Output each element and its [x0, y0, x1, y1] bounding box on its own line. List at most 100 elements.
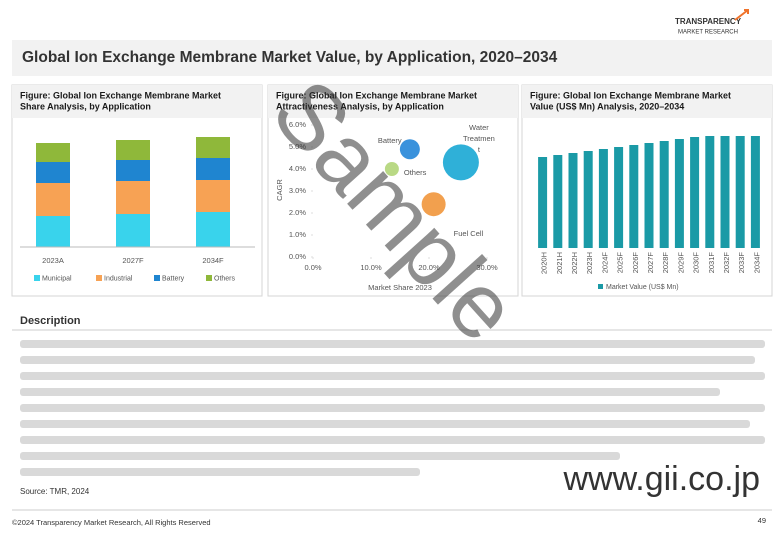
bar — [735, 136, 745, 248]
text-line — [20, 468, 420, 476]
y-tick-label: 4.0% — [289, 164, 306, 173]
bar — [720, 136, 730, 248]
bar — [568, 153, 578, 248]
bar-segment — [116, 181, 150, 214]
text-line — [20, 372, 765, 380]
source: Source: TMR, 2024 — [20, 487, 90, 496]
x-tick-label: 2027F — [122, 256, 144, 265]
x-tick-label: 2020H — [540, 252, 549, 274]
bar-segment — [36, 183, 70, 216]
bubble-label: Water Treatmen t — [463, 123, 495, 154]
description-heading: Description — [20, 315, 81, 327]
bar — [614, 147, 624, 248]
legend-label: Others — [214, 275, 236, 282]
bar-segment — [116, 160, 150, 181]
x-tick-label: 2023A — [42, 256, 64, 265]
y-tick-label: 5.0% — [289, 142, 306, 151]
bar-segment — [116, 214, 150, 247]
text-line — [20, 388, 720, 396]
bar — [705, 136, 715, 248]
charts: Figure: Global Ion Exchange Membrane Mar… — [20, 90, 761, 292]
bar-segment — [196, 212, 230, 247]
y-tick-label: 2.0% — [289, 208, 306, 217]
x-tick-label: 2025F — [616, 252, 625, 274]
y-tick-label: 0.0% — [289, 252, 306, 261]
page-title: Global Ion Exchange Membrane Market Valu… — [22, 49, 558, 66]
x-tick-label: 2021H — [555, 252, 564, 274]
x-axis-label: Market Share 2023 — [368, 283, 432, 292]
legend-label: Industrial — [104, 275, 133, 282]
bar-segment — [36, 216, 70, 247]
y-tick-label: 1.0% — [289, 230, 306, 239]
legend-swatch — [96, 275, 102, 281]
legend-swatch — [598, 284, 603, 289]
bar — [644, 143, 654, 248]
x-tick-label: 2028F — [661, 252, 670, 274]
x-tick-label: 30.0% — [476, 263, 498, 272]
x-tick-label: 2031F — [707, 252, 716, 274]
bar — [629, 145, 639, 248]
panel-header — [12, 85, 262, 118]
x-tick-label: 2023H — [585, 252, 594, 274]
bar — [750, 136, 760, 248]
chart-title: Figure: Global Ion Exchange Membrane Mar… — [530, 90, 731, 100]
text-line — [20, 356, 755, 364]
chart-title: Value (US$ Mn) Analysis, 2020–2034 — [530, 101, 684, 111]
logo-line: MARKET RESEARCH — [678, 30, 738, 36]
chart-title: Figure: Global Ion Exchange Membrane Mar… — [20, 90, 221, 100]
legend-label: Battery — [162, 275, 185, 282]
x-tick-label: 0.0% — [304, 263, 321, 272]
x-tick-label: 2027F — [646, 252, 655, 274]
bubble-label: Others — [404, 168, 427, 177]
text-line — [20, 452, 620, 460]
logo-arrow — [734, 9, 749, 21]
chart-title: Share Analysis, by Application — [20, 101, 151, 111]
x-tick-label: 2034F — [752, 252, 761, 274]
y-tick-label: 6.0% — [289, 120, 306, 129]
bubble-label: Battery — [378, 136, 402, 145]
bubble — [421, 192, 446, 217]
bar — [583, 151, 593, 248]
logo-line: TRANSPARENCY — [675, 17, 742, 26]
chart-title: Figure: Global Ion Exchange Membrane Mar… — [276, 90, 477, 100]
x-tick-label: 2033F — [737, 252, 746, 274]
bar — [553, 155, 563, 248]
legend-swatch — [206, 275, 212, 281]
x-tick-label: 10.0% — [360, 263, 382, 272]
text-line — [20, 404, 765, 412]
bar — [674, 139, 684, 248]
bubble — [399, 139, 420, 160]
watermark-site: www.gii.co.jp — [562, 460, 760, 498]
x-tick-label: 2029F — [676, 252, 685, 274]
x-tick-label: 2026F — [631, 252, 640, 274]
panel-header — [268, 85, 518, 118]
x-tick-label: 2034F — [202, 256, 224, 265]
bar-segment — [196, 180, 230, 212]
bar — [659, 141, 669, 248]
bar-segment — [196, 158, 230, 180]
text-line — [20, 340, 765, 348]
x-tick-label: 2032F — [722, 252, 731, 274]
x-tick-label: 2030F — [692, 252, 701, 274]
bar — [690, 137, 700, 248]
panels — [11, 84, 773, 297]
bar — [538, 157, 548, 248]
legend-label: Market Value (US$ Mn) — [606, 284, 679, 291]
bubble-label: Fuel Cell — [454, 229, 484, 238]
x-tick-label: 2024F — [600, 252, 609, 274]
legend-swatch — [154, 275, 160, 281]
legend-label: Municipal — [42, 275, 72, 282]
x-tick-label: 2022H — [570, 252, 579, 274]
blurred-text — [20, 340, 765, 476]
bar-segment — [36, 143, 70, 162]
page-number: 49 — [758, 516, 766, 525]
title-band — [12, 40, 772, 76]
panel — [267, 84, 519, 297]
bar-segment — [196, 137, 230, 158]
text-line — [20, 420, 750, 428]
bar-segment — [116, 140, 150, 160]
footer: ©2024 Transparency Market Research, All … — [12, 518, 211, 527]
y-axis-label: CAGR — [275, 179, 284, 201]
text-line — [20, 436, 765, 444]
